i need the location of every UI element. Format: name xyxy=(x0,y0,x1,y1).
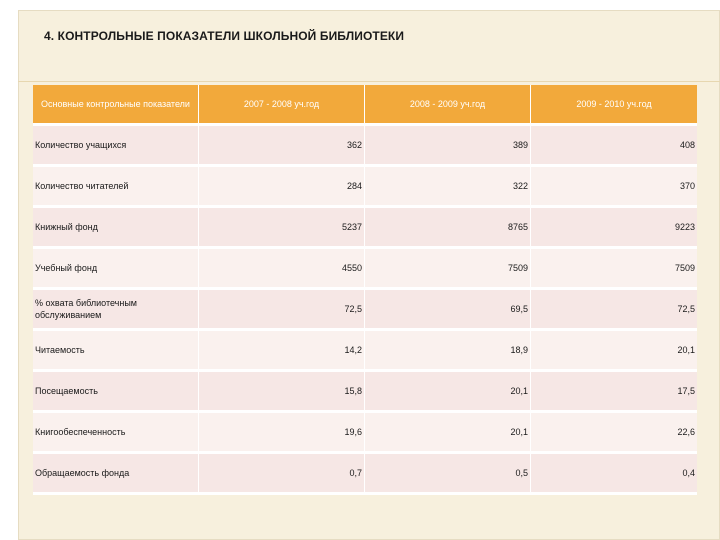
cell-value: 362 xyxy=(199,126,365,167)
cell-value: 4550 xyxy=(199,249,365,290)
row-label: Обращаемость фонда xyxy=(33,454,199,495)
cell-value: 5237 xyxy=(199,208,365,249)
table-row: Посещаемость 15,8 20,1 17,5 xyxy=(33,372,697,413)
row-label: Количество учащихся xyxy=(33,126,199,167)
cell-value: 370 xyxy=(531,167,697,208)
cell-value: 18,9 xyxy=(365,331,531,372)
cell-value: 8765 xyxy=(365,208,531,249)
cell-value: 22,6 xyxy=(531,413,697,454)
cell-value: 69,5 xyxy=(365,290,531,331)
table-row: Учебный фонд 4550 7509 7509 xyxy=(33,249,697,290)
cell-value: 0,4 xyxy=(531,454,697,495)
cell-value: 0,7 xyxy=(199,454,365,495)
table-row: Книжный фонд 5237 8765 9223 xyxy=(33,208,697,249)
header-year-2007-2008: 2007 - 2008 уч.год xyxy=(199,85,365,126)
table-row: Обращаемость фонда 0,7 0,5 0,4 xyxy=(33,454,697,495)
cell-value: 7509 xyxy=(531,249,697,290)
header-year-2009-2010: 2009 - 2010 уч.год xyxy=(531,85,697,126)
row-label: Количество читателей xyxy=(33,167,199,208)
cell-value: 408 xyxy=(531,126,697,167)
table-header-row: Основные контрольные показатели 2007 - 2… xyxy=(33,85,697,126)
table-row: Количество учащихся 362 389 408 xyxy=(33,126,697,167)
cell-value: 72,5 xyxy=(199,290,365,331)
table-row: Читаемость 14,2 18,9 20,1 xyxy=(33,331,697,372)
header-year-2008-2009: 2008 - 2009 уч.год xyxy=(365,85,531,126)
cell-value: 20,1 xyxy=(365,413,531,454)
cell-value: 19,6 xyxy=(199,413,365,454)
row-label: Учебный фонд xyxy=(33,249,199,290)
table-row: Книгообеспеченность 19,6 20,1 22,6 xyxy=(33,413,697,454)
cell-value: 14,2 xyxy=(199,331,365,372)
cell-value: 0,5 xyxy=(365,454,531,495)
row-label: Посещаемость xyxy=(33,372,199,413)
cell-value: 20,1 xyxy=(531,331,697,372)
cell-value: 15,8 xyxy=(199,372,365,413)
cell-value: 322 xyxy=(365,167,531,208)
cell-value: 17,5 xyxy=(531,372,697,413)
row-label: % охвата библиотечным обслуживанием xyxy=(33,290,199,331)
cell-value: 7509 xyxy=(365,249,531,290)
cell-value: 9223 xyxy=(531,208,697,249)
header-indicators: Основные контрольные показатели xyxy=(33,85,199,126)
cell-value: 20,1 xyxy=(365,372,531,413)
cell-value: 72,5 xyxy=(531,290,697,331)
cell-value: 389 xyxy=(365,126,531,167)
row-label: Книжный фонд xyxy=(33,208,199,249)
table-row: % охвата библиотечным обслуживанием 72,5… xyxy=(33,290,697,331)
title-divider xyxy=(18,81,720,82)
table-row: Количество читателей 284 322 370 xyxy=(33,167,697,208)
row-label: Читаемость xyxy=(33,331,199,372)
row-label: Книгообеспеченность xyxy=(33,413,199,454)
indicators-table: Основные контрольные показатели 2007 - 2… xyxy=(33,85,697,495)
page-title: 4. КОНТРОЛЬНЫЕ ПОКАЗАТЕЛИ ШКОЛЬНОЙ БИБЛИ… xyxy=(44,29,405,43)
cell-value: 284 xyxy=(199,167,365,208)
